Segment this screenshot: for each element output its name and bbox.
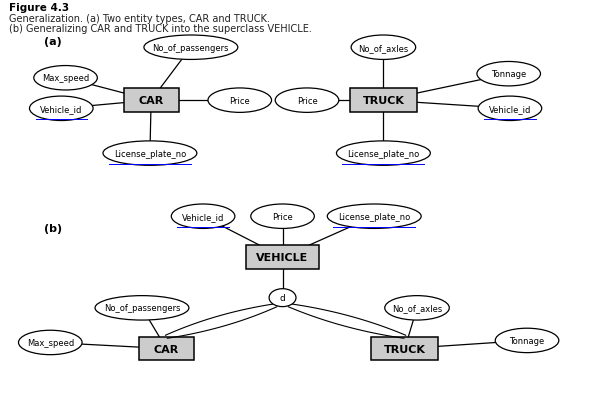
- Ellipse shape: [144, 36, 238, 60]
- FancyBboxPatch shape: [246, 245, 319, 269]
- Ellipse shape: [336, 142, 430, 166]
- Ellipse shape: [29, 97, 93, 121]
- Text: Tonnage: Tonnage: [491, 70, 526, 79]
- Text: No_of_passengers: No_of_passengers: [104, 303, 181, 312]
- Ellipse shape: [351, 36, 416, 60]
- Text: Max_speed: Max_speed: [42, 74, 89, 83]
- Text: CAR: CAR: [154, 344, 179, 354]
- Text: License_plate_no: License_plate_no: [114, 149, 186, 158]
- Text: (b): (b): [44, 224, 62, 234]
- Ellipse shape: [18, 330, 82, 355]
- Text: No_of_axles: No_of_axles: [359, 44, 408, 53]
- Text: Price: Price: [297, 97, 317, 106]
- Ellipse shape: [275, 89, 339, 113]
- Text: Figure 4.3: Figure 4.3: [9, 3, 69, 13]
- FancyBboxPatch shape: [139, 337, 194, 360]
- Text: d: d: [279, 293, 286, 302]
- Ellipse shape: [385, 296, 449, 320]
- Text: Price: Price: [272, 212, 293, 221]
- Ellipse shape: [208, 89, 271, 113]
- FancyBboxPatch shape: [350, 89, 417, 113]
- Text: Vehicle_id: Vehicle_id: [489, 105, 531, 114]
- Text: Tonnage: Tonnage: [510, 336, 545, 345]
- Text: (a): (a): [44, 37, 62, 47]
- Text: TRUCK: TRUCK: [362, 96, 405, 106]
- Ellipse shape: [171, 204, 235, 229]
- Ellipse shape: [103, 142, 197, 166]
- Text: Vehicle_id: Vehicle_id: [40, 105, 82, 114]
- Text: TRUCK: TRUCK: [384, 344, 426, 354]
- Text: License_plate_no: License_plate_no: [338, 212, 410, 221]
- Text: Max_speed: Max_speed: [26, 338, 74, 347]
- Text: Price: Price: [230, 97, 250, 106]
- FancyBboxPatch shape: [123, 89, 179, 113]
- Ellipse shape: [34, 66, 98, 91]
- Text: No_of_passengers: No_of_passengers: [153, 44, 229, 53]
- Text: Generalization. (a) Two entity types, CAR and TRUCK.: Generalization. (a) Two entity types, CA…: [9, 14, 270, 25]
- Circle shape: [269, 289, 296, 307]
- Ellipse shape: [478, 97, 542, 121]
- Text: Vehicle_id: Vehicle_id: [182, 212, 224, 221]
- Text: License_plate_no: License_plate_no: [348, 149, 419, 158]
- Ellipse shape: [477, 62, 540, 87]
- Ellipse shape: [495, 328, 559, 353]
- Text: VEHICLE: VEHICLE: [257, 252, 309, 262]
- Ellipse shape: [327, 204, 421, 229]
- Ellipse shape: [251, 204, 314, 229]
- Text: CAR: CAR: [139, 96, 164, 106]
- Text: No_of_axles: No_of_axles: [392, 303, 442, 312]
- Text: (b) Generalizing CAR and TRUCK into the superclass VEHICLE.: (b) Generalizing CAR and TRUCK into the …: [9, 24, 311, 34]
- FancyBboxPatch shape: [371, 337, 438, 360]
- Ellipse shape: [95, 296, 189, 320]
